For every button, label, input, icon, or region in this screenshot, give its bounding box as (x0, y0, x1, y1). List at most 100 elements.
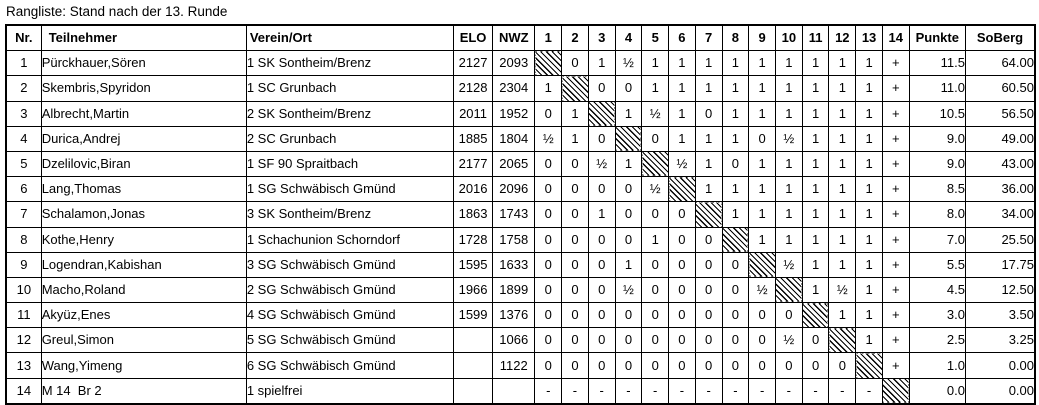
round-result-cell: 1 (828, 75, 857, 102)
points-cell: 2.5 (908, 327, 966, 354)
points-cell: 9.0 (908, 125, 966, 152)
round-result-cell: 0 (534, 251, 563, 278)
round-result-cell: 1 (801, 100, 830, 127)
player-name-cell: Greul,Simon (40, 327, 247, 354)
round-result-cell: 0 (774, 302, 803, 329)
round-result-cell: + (881, 251, 910, 278)
round-result-cell: 1 (614, 150, 643, 178)
round-result-cell: 0 (748, 125, 776, 152)
round-result-cell: 0 (668, 352, 696, 379)
round-result-cell: 0 (668, 226, 696, 253)
round-result-cell: 1 (855, 226, 883, 253)
round-result-cell: ½ (774, 125, 803, 152)
round-result-cell: 0 (561, 302, 589, 329)
round-result-cell: ½ (774, 251, 803, 278)
soberg-cell: 43.00 (964, 150, 1036, 178)
round-result-cell: 0 (721, 302, 750, 329)
round-result-cell: - (855, 377, 883, 405)
elo-cell: 2128 (452, 75, 494, 102)
round-result-cell: 1 (614, 251, 643, 278)
round-result-cell: 0 (587, 226, 616, 253)
round-result-cell: 1 (641, 226, 670, 253)
round-result-cell: 0 (694, 251, 723, 278)
round-result-cell: + (881, 226, 910, 253)
round-result-cell: ½ (614, 50, 643, 77)
round-result-cell: - (614, 377, 643, 405)
player-name-cell: Skembris,Spyridon (40, 75, 247, 102)
round-result-cell: + (881, 50, 910, 77)
round-result-cell: 0 (668, 276, 696, 304)
nwz-cell: 1376 (492, 302, 536, 329)
points-cell: 1.0 (908, 352, 966, 379)
player-name-cell: Pürckhauer,Sören (40, 50, 247, 77)
elo-cell: 1595 (452, 251, 494, 278)
round-result-cell: 1 (694, 150, 723, 178)
soberg-cell: 64.00 (964, 50, 1036, 77)
round-result-cell: 0 (801, 327, 830, 354)
round-result-cell: 1 (855, 201, 883, 228)
col-header-verein-ort: Verein/Ort (245, 24, 454, 52)
player-name-cell: Albrecht,Martin (40, 100, 247, 127)
round-result-cell: 0 (561, 201, 589, 228)
nwz-cell: 1743 (492, 201, 536, 228)
round-result-cell: ½ (614, 276, 643, 304)
rank-cell: 11 (5, 302, 42, 329)
round-result-cell: 1 (801, 50, 830, 77)
round-result-cell: ½ (641, 100, 670, 127)
col-header-round-10: 10 (774, 24, 803, 52)
nwz-cell (492, 377, 536, 405)
rank-cell: 4 (5, 125, 42, 152)
self-pairing-diagonal-cell (881, 377, 910, 405)
round-result-cell: 0 (534, 150, 563, 178)
nwz-cell: 2304 (492, 75, 536, 102)
round-result-cell: 1 (828, 226, 857, 253)
col-header-round-9: 9 (748, 24, 776, 52)
rank-cell: 9 (5, 251, 42, 278)
club-cell: 4 SG Schwäbisch Gmünd (245, 302, 454, 329)
round-result-cell: ½ (774, 327, 803, 354)
club-cell: 1 SG Schwäbisch Gmünd (245, 176, 454, 203)
round-result-cell: 0 (614, 327, 643, 354)
round-result-cell: 1 (855, 50, 883, 77)
points-cell: 5.5 (908, 251, 966, 278)
self-pairing-diagonal-cell (774, 276, 803, 304)
player-name-cell: Kothe,Henry (40, 226, 247, 253)
round-result-cell: - (641, 377, 670, 405)
round-result-cell: ½ (587, 150, 616, 178)
rank-cell: 8 (5, 226, 42, 253)
soberg-cell: 56.50 (964, 100, 1036, 127)
elo-cell: 1863 (452, 201, 494, 228)
col-header-round-11: 11 (801, 24, 830, 52)
round-result-cell: 1 (721, 125, 750, 152)
self-pairing-diagonal-cell (748, 251, 776, 278)
nwz-cell: 1122 (492, 352, 536, 379)
round-result-cell: 0 (614, 176, 643, 203)
round-result-cell: 1 (748, 201, 776, 228)
round-result-cell: 0 (694, 352, 723, 379)
col-header-round-12: 12 (828, 24, 857, 52)
round-result-cell: 1 (721, 100, 750, 127)
elo-cell: 2177 (452, 150, 494, 178)
table-row: 3 Albrecht,Martin 2 SK Sontheim/Brenz 2011 1… (5, 100, 1036, 127)
self-pairing-diagonal-cell (828, 327, 857, 354)
round-result-cell: 1 (748, 50, 776, 77)
round-result-cell: - (774, 377, 803, 405)
elo-cell: 1599 (452, 302, 494, 329)
elo-cell (452, 352, 494, 379)
club-cell: 1 Schachunion Schorndorf (245, 226, 454, 253)
col-header-round-13: 13 (855, 24, 883, 52)
elo-cell (452, 327, 494, 354)
round-result-cell: 1 (774, 75, 803, 102)
round-result-cell: 1 (801, 226, 830, 253)
round-result-cell: ½ (828, 276, 857, 304)
round-result-cell: + (881, 176, 910, 203)
round-result-cell: 1 (748, 75, 776, 102)
round-result-cell: + (881, 352, 910, 379)
round-result-cell: 0 (561, 50, 589, 77)
elo-cell: 1885 (452, 125, 494, 152)
round-result-cell: 0 (721, 276, 750, 304)
round-result-cell: 1 (828, 125, 857, 152)
round-result-cell: 1 (855, 276, 883, 304)
round-result-cell: 0 (587, 251, 616, 278)
